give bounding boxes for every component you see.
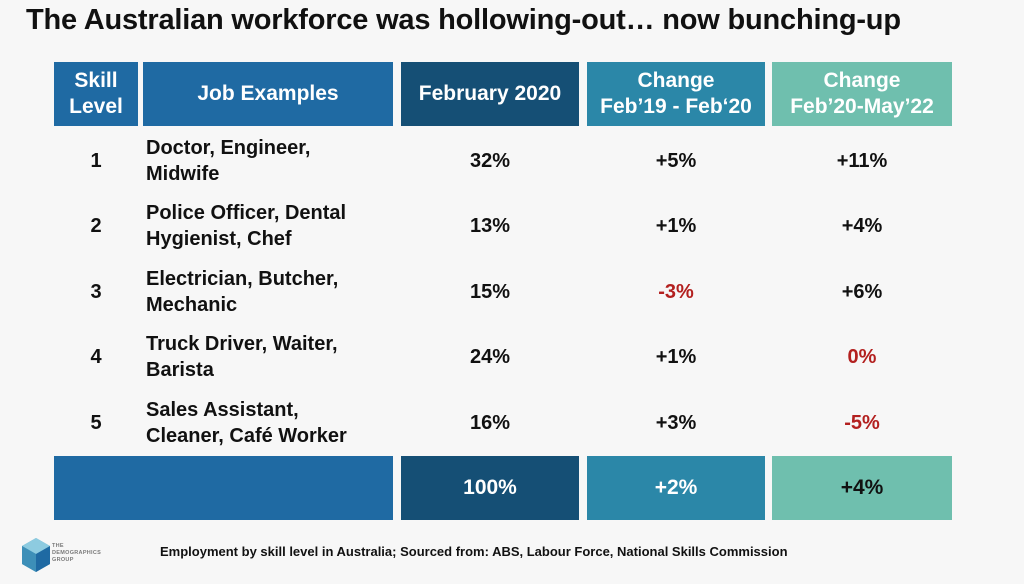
total-feb2020: 100% — [401, 456, 579, 520]
row-4-feb2020: 24% — [469, 345, 511, 368]
header-change-19-20-line1: Change — [637, 69, 715, 92]
row-3-jobs-line2: Mechanic — [146, 294, 238, 316]
row-1-feb2020: 32% — [469, 149, 511, 172]
row-5-job-examples: Sales Assistant, Cleaner, Café Worker — [146, 396, 406, 450]
logo-text: THE DEMOGRAPHICS GROUP — [52, 543, 101, 564]
row-4-jobs-line1: Truck Driver, Waiter, — [146, 333, 338, 355]
logo-text-line2: DEMOGRAPHICS — [52, 550, 102, 556]
row-2-jobs-line1: Police Officer, Dental — [146, 202, 347, 224]
header-change-19-20: Change Feb’19 - Feb‘20 — [587, 62, 765, 126]
totals-label-cell — [54, 456, 393, 520]
header-change-20-22: Change Feb’20-May’22 — [772, 62, 952, 126]
row-2-change-19-20: +1% — [655, 214, 697, 237]
header-job-examples: Job Examples — [143, 62, 393, 126]
row-5-feb2020: 16% — [469, 411, 511, 434]
row-5-change-19-20: +3% — [655, 411, 697, 434]
row-5-change-20-22: -5% — [844, 411, 880, 434]
header-change-19-20-line2: Feb’19 - Feb‘20 — [600, 95, 752, 118]
row-1-job-examples: Doctor, Engineer, Midwife — [146, 134, 406, 188]
row-1-jobs-line2: Midwife — [146, 163, 220, 185]
row-3-change-19-20: -3% — [658, 280, 694, 303]
row-3-skill-level: 3 — [90, 280, 102, 303]
header-job-examples-label: Job Examples — [197, 82, 339, 105]
row-3-feb2020: 15% — [469, 280, 511, 303]
row-1-change-19-20: +5% — [655, 149, 697, 172]
row-2-skill-level: 2 — [90, 214, 102, 237]
header-skill-level-line2: Level — [69, 95, 123, 118]
logo-text-line1: THE — [52, 543, 64, 549]
header-change-20-22-line2: Feb’20-May’22 — [790, 95, 934, 118]
row-2-feb2020: 13% — [469, 214, 511, 237]
total-change-19-20: +2% — [587, 456, 765, 520]
row-4-job-examples: Truck Driver, Waiter, Barista — [146, 330, 406, 384]
row-2-jobs-line2: Hygienist, Chef — [146, 228, 292, 250]
row-3-job-examples: Electrician, Butcher, Mechanic — [146, 265, 406, 319]
header-february-2020: February 2020 — [401, 62, 579, 126]
header-february-2020-label: February 2020 — [418, 82, 562, 105]
row-4-change-19-20: +1% — [655, 345, 697, 368]
row-2-change-20-22: +4% — [841, 214, 883, 237]
row-1-jobs-line1: Doctor, Engineer, — [146, 137, 311, 159]
source-caption: Employment by skill level in Australia; … — [160, 544, 788, 559]
row-4-change-20-22: 0% — [847, 345, 877, 368]
row-5-jobs-line2: Cleaner, Café Worker — [146, 425, 347, 447]
row-4-jobs-line2: Barista — [146, 359, 214, 381]
row-5-skill-level: 5 — [90, 411, 102, 434]
row-1-skill-level: 1 — [90, 149, 102, 172]
header-skill-level: Skill Level — [54, 62, 138, 126]
page-title: The Australian workforce was hollowing-o… — [26, 4, 901, 36]
header-skill-level-line1: Skill — [74, 69, 118, 92]
demographics-group-logo — [22, 538, 50, 572]
row-3-jobs-line1: Electrician, Butcher, — [146, 268, 339, 290]
total-change-20-22: +4% — [772, 456, 952, 520]
row-3-change-20-22: +6% — [841, 280, 883, 303]
row-4-skill-level: 4 — [90, 345, 102, 368]
header-change-20-22-line1: Change — [823, 69, 901, 92]
row-2-job-examples: Police Officer, Dental Hygienist, Chef — [146, 199, 406, 253]
logo-text-line3: GROUP — [52, 557, 74, 563]
row-1-change-20-22: +11% — [836, 149, 888, 172]
row-5-jobs-line1: Sales Assistant, — [146, 399, 299, 421]
